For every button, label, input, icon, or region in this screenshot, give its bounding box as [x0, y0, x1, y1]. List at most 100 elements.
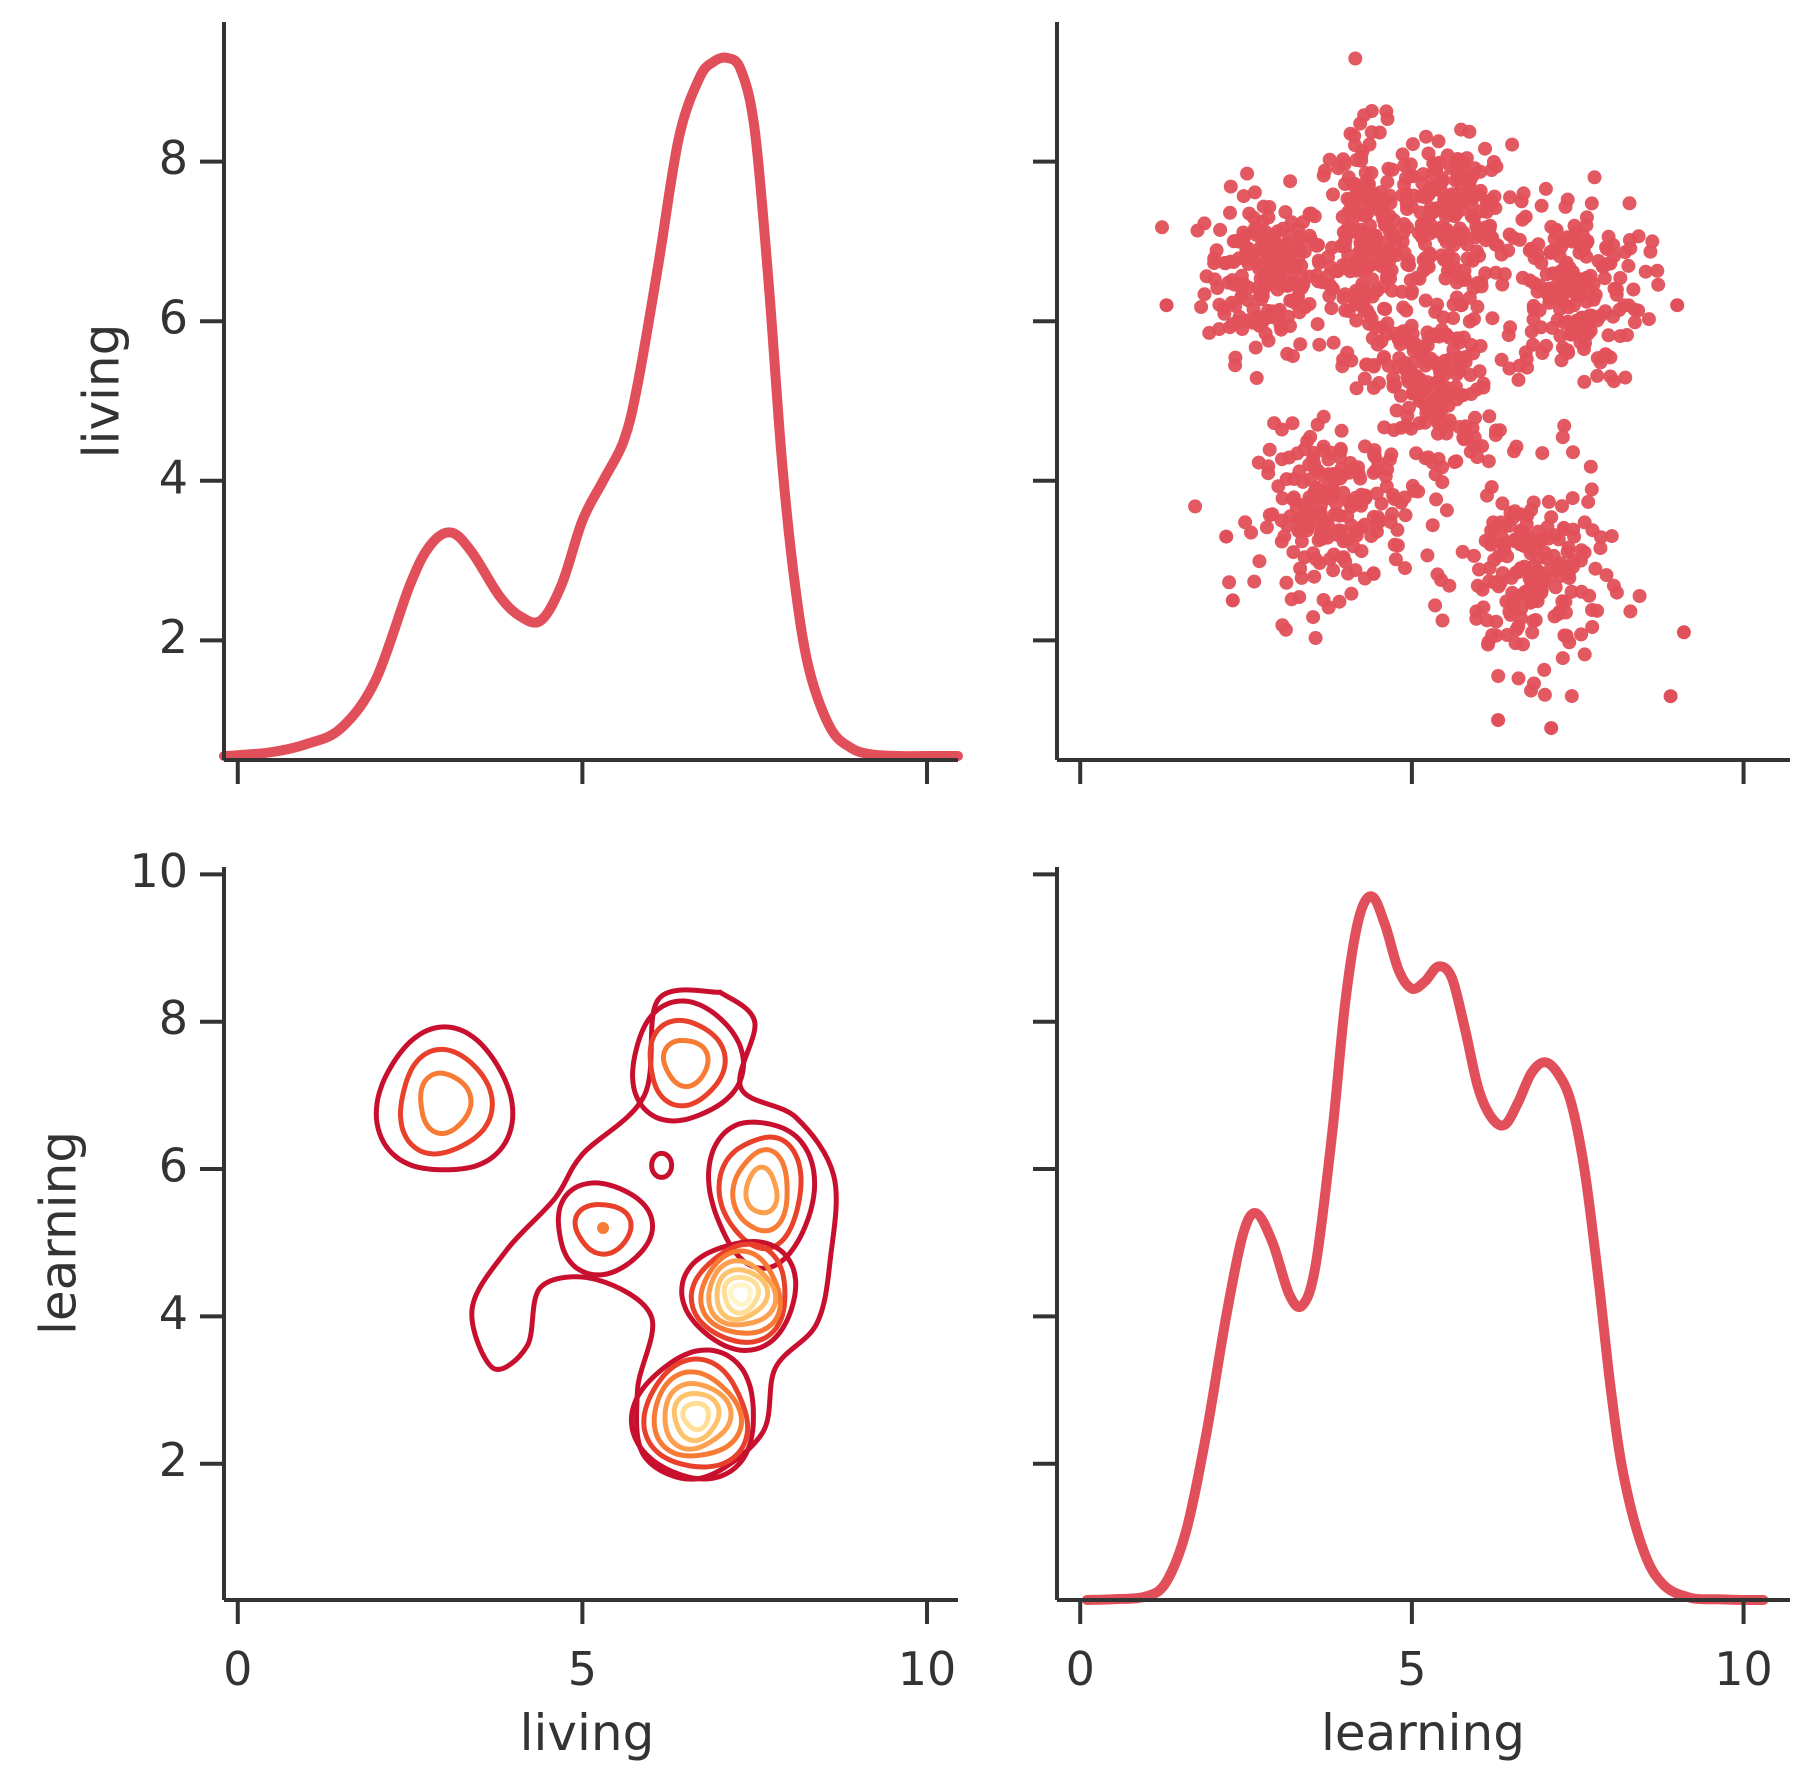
scatter-point: [1351, 466, 1366, 481]
panel-learning-kde: 0 5 10 learning: [1033, 867, 1790, 1762]
scatter-point: [1404, 169, 1419, 184]
scatter-point: [1238, 252, 1253, 266]
scatter-point: [1537, 662, 1552, 677]
scatter-point: [1294, 570, 1309, 585]
scatter-point: [1511, 671, 1526, 686]
scatter-point: [1474, 279, 1489, 294]
scatter-point: [1399, 303, 1414, 318]
yticks-1: [1033, 159, 1057, 643]
scatter-point: [1306, 451, 1321, 466]
scatter-point: [1430, 375, 1445, 390]
scatter-point: [1584, 196, 1599, 211]
scatter-point: [1368, 320, 1383, 335]
scatter-point: [1526, 614, 1541, 628]
x-tick-label: 10: [1714, 1642, 1773, 1696]
scatter-point: [1307, 485, 1322, 500]
scatter-point: [1348, 490, 1363, 505]
scatter-point: [1548, 580, 1563, 595]
scatter-point: [1468, 410, 1482, 425]
scatter-point: [1627, 315, 1642, 330]
scatter-point: [1494, 515, 1509, 530]
scatter-point: [1435, 475, 1450, 490]
scatter-point: [1459, 151, 1474, 166]
scatter-point: [1452, 364, 1467, 379]
scatter-point: [1343, 193, 1358, 208]
scatter-point: [1467, 161, 1482, 176]
scatter-point: [1387, 326, 1402, 341]
scatter-point: [1453, 221, 1467, 236]
scatter-point: [1512, 232, 1527, 247]
y-axis-label: learning: [30, 1131, 88, 1335]
scatter-point: [1507, 590, 1522, 605]
scatter-point: [1367, 447, 1381, 462]
xticks-2: 0 5 10: [223, 1600, 956, 1696]
scatter-point: [1290, 446, 1305, 461]
scatter-point: [1389, 403, 1404, 418]
scatter-point: [1488, 237, 1503, 252]
scatter-point: [1434, 248, 1449, 263]
scatter-point: [1372, 376, 1386, 390]
scatter-point: [1336, 290, 1351, 305]
scatter-point: [1423, 207, 1438, 222]
scatter-point: [1326, 187, 1340, 202]
scatter-point: [1316, 443, 1331, 458]
scatter-point: [1623, 604, 1638, 619]
contour-line: [469, 987, 839, 1482]
scatter-point: [1316, 409, 1331, 424]
scatter-point: [1317, 163, 1332, 178]
scatter-point: [1579, 210, 1594, 225]
scatter-point: [1613, 329, 1628, 344]
scatter-point: [1481, 454, 1496, 469]
scatter-point: [1507, 444, 1521, 459]
scatter-point: [1294, 534, 1309, 549]
scatter-point: [1472, 562, 1486, 577]
scatter-point: [1354, 244, 1369, 259]
scatter-point: [1380, 316, 1395, 331]
scatter-point: [1479, 613, 1494, 628]
marks-0: [219, 52, 963, 762]
scatter-point: [1418, 293, 1433, 308]
x-tick-label: 0: [1066, 1642, 1095, 1696]
scatter-point: [1574, 584, 1589, 599]
scatter-point: [1241, 241, 1256, 256]
scatter-point: [1188, 499, 1203, 514]
scatter-point: [1326, 563, 1341, 578]
scatter-point: [1285, 349, 1300, 364]
scatter-point: [1527, 676, 1541, 691]
scatter-point: [1478, 533, 1493, 548]
scatter-point: [1663, 689, 1678, 704]
scatter-point: [1308, 631, 1323, 645]
scatter-point: [1399, 418, 1414, 433]
scatter-point: [1453, 176, 1468, 191]
panel-learning-living-scatter: [1033, 22, 1790, 784]
contour-line: [418, 1070, 474, 1137]
scatter-point: [1612, 302, 1627, 317]
scatter-point: [1613, 271, 1628, 285]
scatter-point: [1423, 217, 1438, 232]
scatter-point: [1452, 420, 1467, 434]
scatter-point: [1401, 400, 1416, 415]
scatter-point: [1439, 235, 1454, 250]
scatter-point: [1321, 600, 1336, 615]
scatter-point: [1242, 206, 1257, 221]
scatter-point: [1405, 386, 1420, 401]
scatter-point: [1283, 258, 1298, 273]
scatter-point: [1223, 205, 1237, 220]
scatter-point: [1286, 545, 1301, 560]
scatter-point: [1618, 370, 1633, 385]
scatter-point: [1547, 231, 1562, 246]
scatter-point: [1519, 352, 1534, 366]
scatter-point: [1408, 337, 1423, 352]
scatter-point: [1555, 430, 1570, 445]
scatter-point: [1574, 543, 1589, 558]
scatter-point: [1365, 272, 1380, 287]
scatter-point: [1403, 273, 1418, 288]
y-tick-label: 6: [159, 1139, 188, 1193]
contour-line: [555, 1180, 656, 1278]
scatter-point: [1310, 317, 1325, 332]
scatter-point: [1344, 205, 1359, 220]
scatter-point: [1279, 472, 1294, 487]
scatter-point: [1598, 304, 1613, 319]
scatter-point: [1607, 249, 1621, 264]
scatter-point: [1430, 567, 1445, 582]
